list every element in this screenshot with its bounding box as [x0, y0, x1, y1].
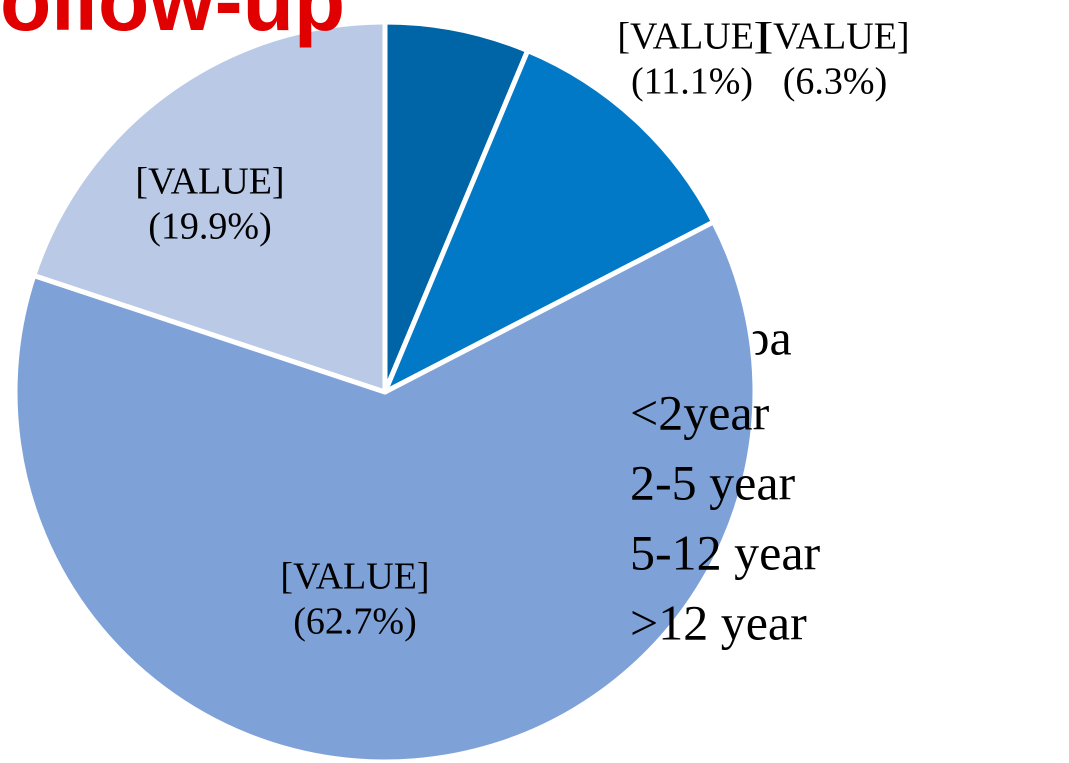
data-label-name: [VALUE] [760, 16, 909, 58]
data-label: (62.7%) [293, 601, 416, 643]
legend-item: >12 year [630, 594, 807, 650]
data-label-name: [VALUE] [617, 16, 766, 58]
pie-slice [12, 219, 758, 763]
legend-item: <2year [630, 384, 770, 440]
chart-title: ollow-up [0, 0, 345, 48]
pie-slice [382, 19, 531, 395]
legend-item: 5-12 year [630, 524, 821, 580]
data-label: (6.3%) [783, 61, 887, 103]
pie-slice [31, 19, 388, 395]
data-label: (19.9%) [148, 206, 271, 248]
legend-item: 2-5 year [630, 454, 796, 510]
data-label-name: [VALUE] [280, 556, 429, 598]
pie-slice [382, 48, 717, 395]
data-label: (11.1%) [631, 61, 753, 103]
data-label-name: [VALUE] [135, 161, 284, 203]
